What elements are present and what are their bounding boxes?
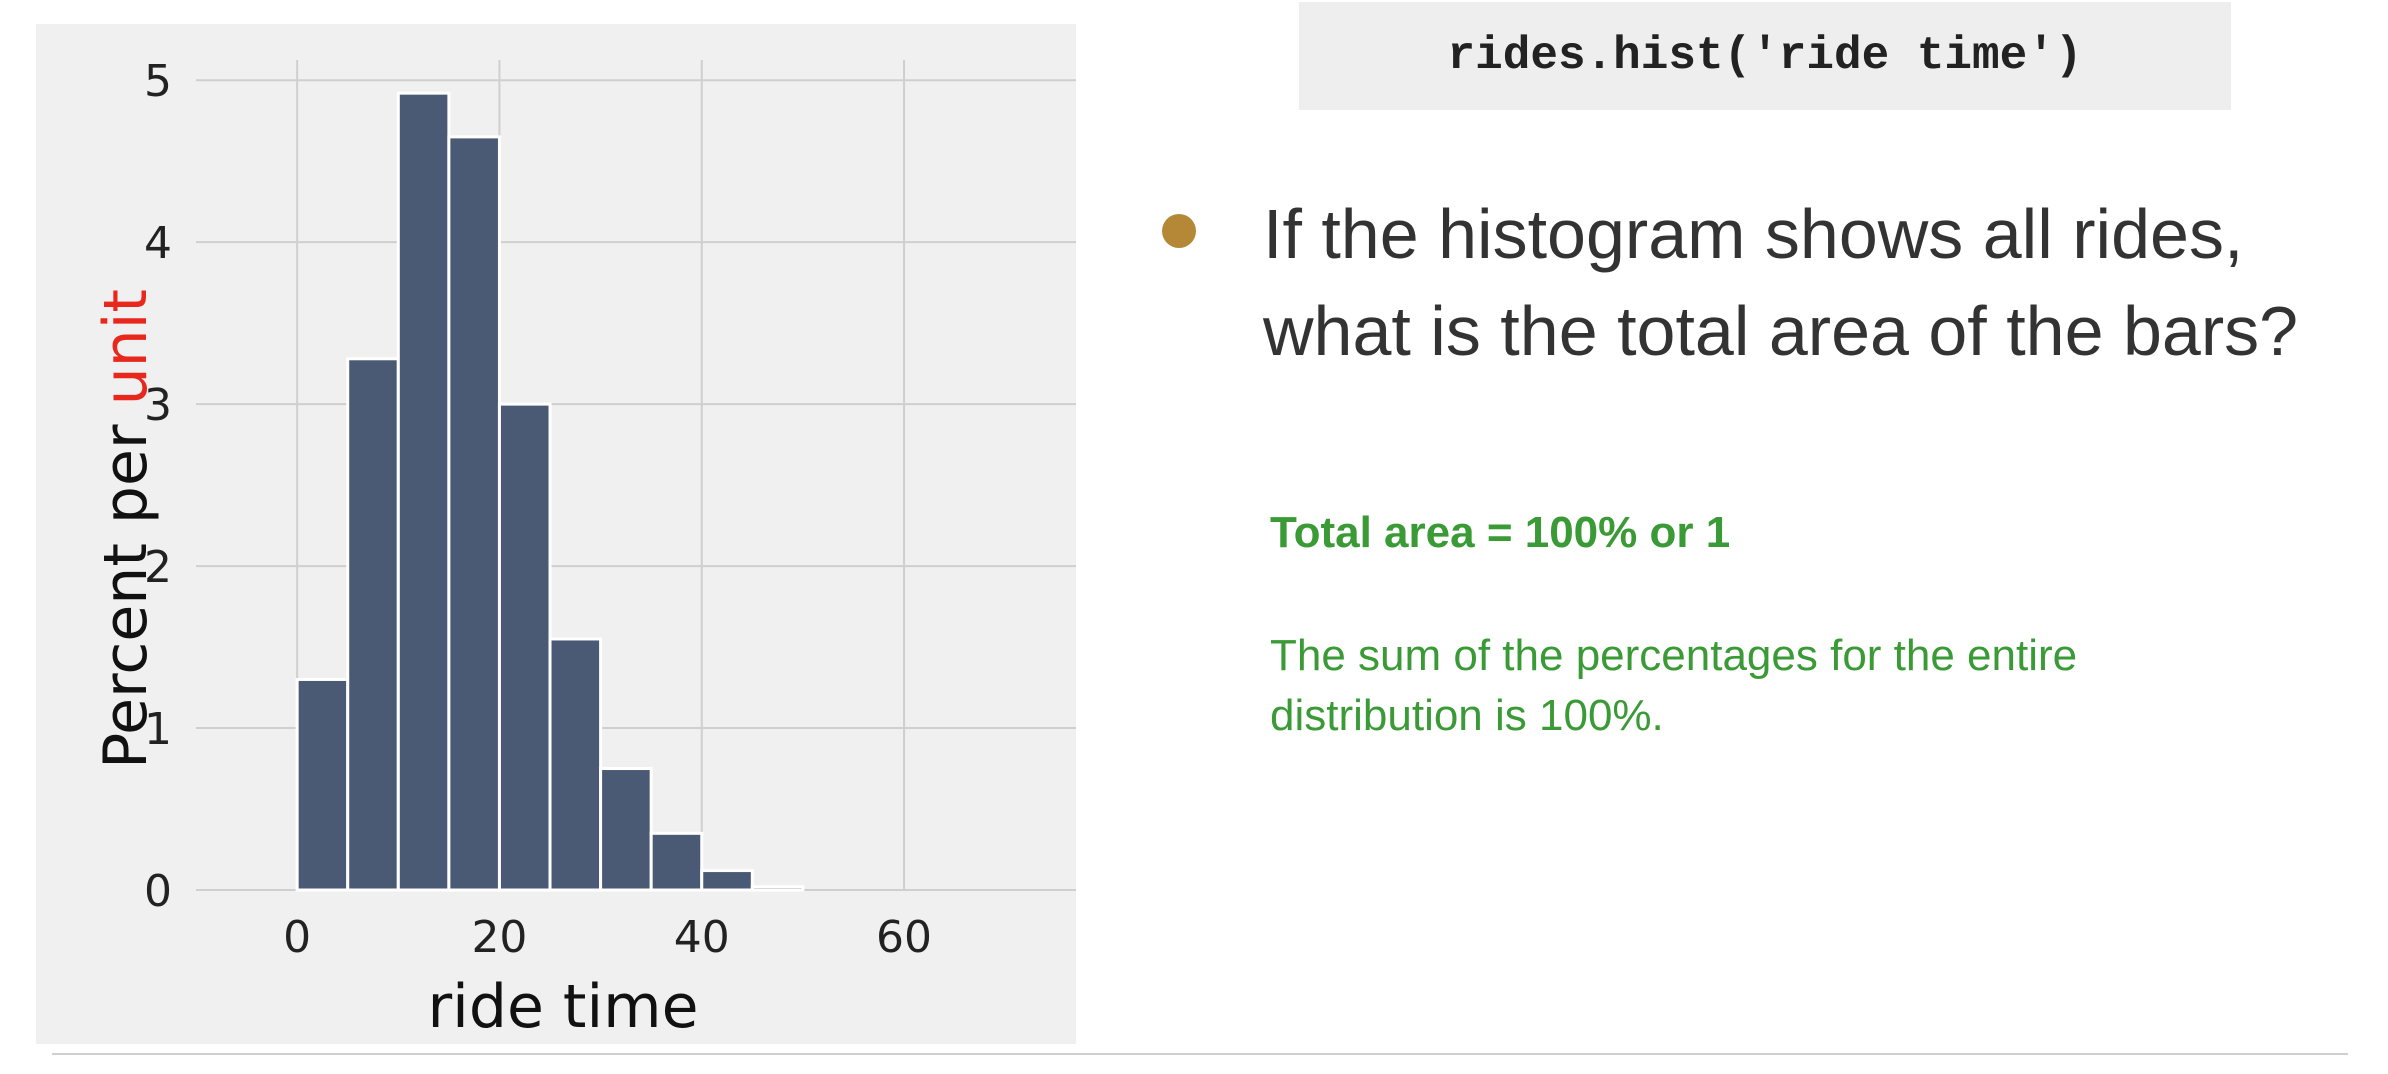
histogram-bar (447, 135, 501, 892)
y-tick-label: 4 (144, 218, 172, 269)
bars (295, 91, 805, 892)
answer-heading: Total area = 100% or 1 (1270, 508, 1731, 557)
answer-body: The sum of the percentages for the entir… (1270, 631, 2078, 740)
y-axis-title-highlight: unit (91, 289, 161, 405)
histogram-bar (649, 831, 704, 892)
x-tick-label: 20 (471, 912, 527, 963)
histogram-bar (295, 677, 350, 892)
y-tick-label: 2 (144, 542, 172, 593)
x-axis-title: ride time (428, 972, 699, 1042)
bottom-divider (52, 1053, 2348, 1055)
histogram-bar (700, 869, 754, 892)
histogram-bar (396, 91, 451, 892)
bullet-dot (1162, 214, 1196, 248)
histogram-bar (599, 767, 653, 892)
x-tick-label: 60 (876, 912, 932, 963)
y-tick-label: 1 (144, 704, 172, 755)
question-text: If the histogram shows all rides, what i… (1263, 195, 2299, 370)
y-tick-label: 5 (144, 56, 172, 107)
code-box: rides.hist('ride time') (1299, 2, 2231, 110)
y-axis-title: Percent per unit (91, 289, 161, 769)
tick-labels: 0 1 2 3 4 5 0 20 40 60 (144, 56, 932, 963)
y-tick-label: 0 (144, 866, 172, 917)
histogram-bar (750, 885, 805, 892)
histogram-panel: 0 1 2 3 4 5 0 20 40 60 ride time Percent per unit (36, 24, 1076, 1044)
y-tick-label: 3 (144, 380, 172, 431)
histogram-bar (497, 402, 552, 892)
x-tick-label: 40 (674, 912, 730, 963)
histogram-bar (548, 637, 603, 892)
x-tick-label: 0 (283, 912, 311, 963)
y-axis-title-prefix: Percent per (91, 405, 161, 769)
code-snippet: rides.hist('ride time') (1447, 30, 2083, 82)
histogram-chart: 0 1 2 3 4 5 0 20 40 60 ride time Percent per unit (91, 56, 1076, 1042)
histogram-bar (346, 357, 400, 892)
